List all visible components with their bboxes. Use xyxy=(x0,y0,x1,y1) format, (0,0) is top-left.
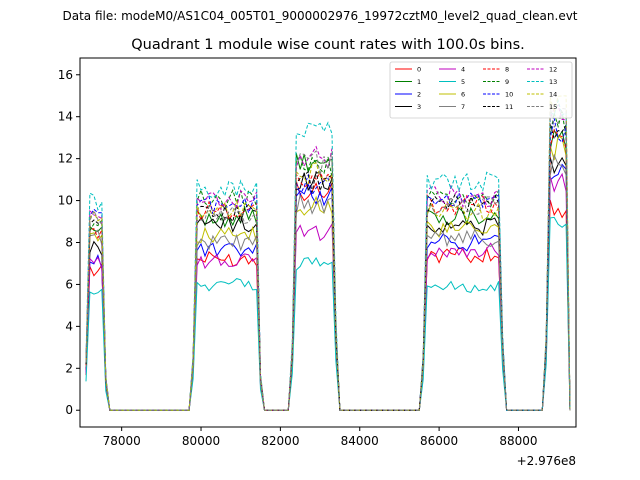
y-tick-label: 12 xyxy=(58,152,73,166)
series-line-7 xyxy=(85,153,571,411)
legend-label-2: 2 xyxy=(417,90,421,98)
legend-label-6: 6 xyxy=(461,90,465,98)
series-line-12 xyxy=(85,104,571,411)
series-line-6 xyxy=(85,134,571,411)
chart-title: Quadrant 1 module wise count rates with … xyxy=(131,37,525,53)
legend-label-9: 9 xyxy=(505,78,509,86)
x-tick-label: 80000 xyxy=(182,434,220,448)
series-line-10 xyxy=(85,118,571,411)
legend-label-12: 12 xyxy=(549,65,557,73)
x-tick-label: 84000 xyxy=(341,434,379,448)
y-tick-label: 0 xyxy=(65,403,73,417)
x-tick-label: 78000 xyxy=(103,434,141,448)
y-axis: 0 2 4 6 8 10 12 14 16 xyxy=(58,68,80,417)
y-tick-label: 2 xyxy=(65,361,73,375)
legend-label-1: 1 xyxy=(417,78,421,86)
x-tick-label: 88000 xyxy=(499,434,537,448)
legend-label-0: 0 xyxy=(417,65,421,73)
series-line-9 xyxy=(85,111,571,411)
legend-label-5: 5 xyxy=(461,78,465,86)
y-tick-label: 10 xyxy=(58,194,73,208)
x-axis: 78000 80000 82000 84000 86000 88000 xyxy=(103,427,538,448)
series-line-14 xyxy=(85,95,571,411)
x-axis-offset-label: +2.976e8 xyxy=(517,454,576,468)
y-tick-label: 4 xyxy=(65,319,73,333)
legend-label-14: 14 xyxy=(549,90,557,98)
series-line-15 xyxy=(85,106,571,411)
y-tick-label: 16 xyxy=(58,68,73,82)
legend-label-7: 7 xyxy=(461,103,465,111)
series-group xyxy=(85,95,571,411)
series-line-5 xyxy=(85,216,571,411)
legend-label-10: 10 xyxy=(505,90,513,98)
legend-label-4: 4 xyxy=(461,65,465,73)
series-line-0 xyxy=(85,181,571,411)
series-line-1 xyxy=(85,128,571,411)
legend-label-3: 3 xyxy=(417,103,421,111)
legend-label-13: 13 xyxy=(549,78,557,86)
y-tick-label: 6 xyxy=(65,277,73,291)
legend-label-15: 15 xyxy=(549,103,557,111)
x-tick-label: 82000 xyxy=(261,434,299,448)
y-tick-label: 14 xyxy=(58,110,73,124)
y-tick-label: 8 xyxy=(65,236,73,250)
legend-label-8: 8 xyxy=(505,65,509,73)
series-line-8 xyxy=(85,128,571,411)
legend-label-11: 11 xyxy=(505,103,513,111)
series-line-13 xyxy=(85,98,571,411)
chart-suptitle: Data file: modeM0/AS1C04_005T01_90000029… xyxy=(62,9,577,23)
legend-box xyxy=(389,61,573,119)
x-tick-label: 86000 xyxy=(420,434,458,448)
